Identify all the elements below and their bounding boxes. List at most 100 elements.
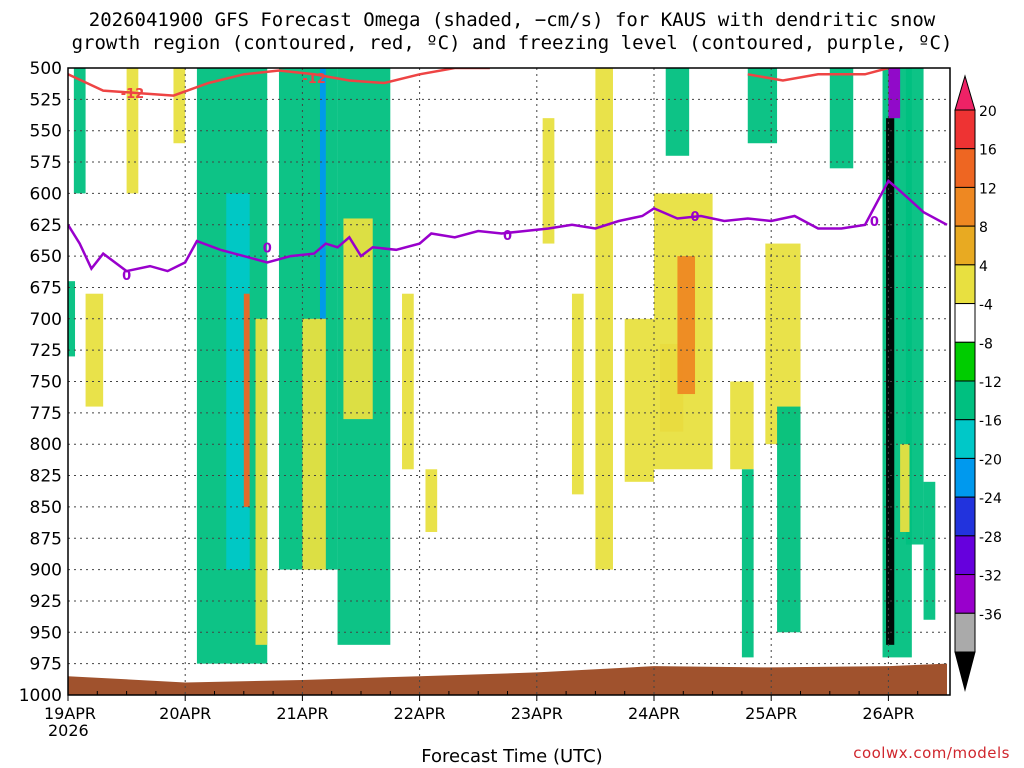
omega-region-23 bbox=[665, 68, 690, 156]
colorbar-label--4: -4 bbox=[979, 298, 993, 314]
y-tick-label-725: 725 bbox=[30, 341, 62, 361]
x-tick-label-23APR: 23APR bbox=[511, 704, 563, 723]
colorbar-box-2 bbox=[954, 186, 976, 227]
freezing-level-label-0: 0 bbox=[122, 269, 131, 284]
site-credit: coolwx.com/models bbox=[853, 744, 1010, 762]
y-tick-label-600: 600 bbox=[30, 184, 62, 204]
omega-region-35 bbox=[923, 481, 936, 620]
omega-region-2 bbox=[85, 293, 104, 407]
dgz-label-0: -12 bbox=[121, 87, 145, 102]
colorbar-box-8 bbox=[954, 419, 976, 459]
colorbar-label--12: -12 bbox=[979, 375, 1002, 391]
y-tick-label-650: 650 bbox=[30, 247, 62, 267]
y-tick-label-875: 875 bbox=[30, 529, 62, 549]
omega-region-0 bbox=[126, 68, 139, 194]
colorbar-box-6 bbox=[954, 341, 976, 382]
colorbar-box-7 bbox=[954, 380, 976, 421]
omega-region-15 bbox=[425, 469, 438, 532]
y-tick-label-975: 975 bbox=[30, 655, 62, 675]
omega-region-32 bbox=[888, 68, 901, 119]
y-tick-label-775: 775 bbox=[30, 404, 62, 424]
colorbar-label--36: -36 bbox=[979, 607, 1002, 623]
freezing-level-label-1: 0 bbox=[263, 241, 272, 256]
colorbar-box-9 bbox=[954, 457, 976, 498]
x-tick-year-label: 2026 bbox=[48, 721, 89, 740]
colorbar-label-4: 4 bbox=[979, 259, 988, 275]
omega-region-16 bbox=[542, 118, 555, 244]
omega-region-29 bbox=[829, 68, 854, 169]
colorbar-box-12 bbox=[954, 574, 976, 614]
x-axis-label: Forecast Time (UTC) bbox=[421, 746, 603, 767]
y-tick-label-525: 525 bbox=[30, 90, 62, 110]
freezing-level-label-4: 0 bbox=[870, 215, 879, 230]
chart-title-line1: 2026041900 GFS Forecast Omega (shaded, −… bbox=[88, 9, 936, 31]
y-tick-label-850: 850 bbox=[30, 498, 62, 518]
x-tick-label-19APR: 19APR bbox=[44, 704, 96, 723]
colorbar-box-1 bbox=[954, 148, 976, 188]
omega-region-27 bbox=[741, 469, 754, 658]
colorbar-label--16: -16 bbox=[979, 414, 1002, 430]
omega-region-34 bbox=[900, 444, 910, 532]
x-tick-label-21APR: 21APR bbox=[276, 704, 328, 723]
omega-region-1 bbox=[73, 68, 86, 194]
colorbar-box-13 bbox=[954, 612, 976, 653]
colorbar-bottom-arrow bbox=[954, 651, 976, 692]
x-tick-label-26APR: 26APR bbox=[862, 704, 914, 723]
freezing-level-label-3: 0 bbox=[690, 210, 699, 225]
y-tick-label-825: 825 bbox=[30, 467, 62, 487]
colorbar-label-8: 8 bbox=[979, 220, 988, 236]
surface-terrain bbox=[68, 663, 947, 695]
freezing-level-label-2: 0 bbox=[503, 229, 512, 244]
omega-region-14 bbox=[402, 293, 414, 470]
dgz-minus12-contour-late bbox=[747, 68, 889, 82]
omega-region-19 bbox=[624, 318, 654, 482]
colorbar-label--28: -28 bbox=[979, 530, 1002, 546]
colorbar-box-10 bbox=[954, 496, 976, 537]
freezing-level-contour bbox=[68, 178, 948, 273]
omega-region-33 bbox=[905, 68, 924, 545]
dgz-label-1: -12 bbox=[302, 72, 326, 87]
y-tick-label-1000: 1000 bbox=[19, 686, 62, 706]
omega-region-22 bbox=[677, 256, 696, 395]
plot-frame bbox=[67, 67, 951, 696]
y-tick-label-500: 500 bbox=[30, 59, 62, 79]
x-tick-label-24APR: 24APR bbox=[628, 704, 680, 723]
y-tick-label-700: 700 bbox=[30, 310, 62, 330]
omega-region-17 bbox=[571, 293, 584, 495]
x-tick-label-22APR: 22APR bbox=[394, 704, 446, 723]
omega-region-7 bbox=[255, 318, 268, 645]
y-tick-label-625: 625 bbox=[30, 216, 62, 236]
y-tick-label-950: 950 bbox=[30, 623, 62, 643]
omega-region-18 bbox=[595, 68, 613, 570]
omega-region-8 bbox=[243, 293, 250, 507]
chart-title-line2: growth region (contoured, red, ºC) and f… bbox=[71, 32, 953, 54]
y-tick-label-575: 575 bbox=[30, 153, 62, 173]
y-tick-label-675: 675 bbox=[30, 278, 62, 298]
colorbar-label--8: -8 bbox=[979, 336, 993, 352]
omega-region-3 bbox=[68, 281, 76, 357]
colorbar-top-arrow bbox=[954, 74, 976, 111]
omega-region-10 bbox=[319, 68, 326, 319]
colorbar-box-0 bbox=[954, 109, 976, 150]
colorbar-label-12: 12 bbox=[979, 181, 997, 197]
x-tick-label-20APR: 20APR bbox=[159, 704, 211, 723]
colorbar-box-3 bbox=[954, 225, 976, 266]
omega-region-4 bbox=[173, 68, 186, 144]
x-tick-label-25APR: 25APR bbox=[745, 704, 797, 723]
colorbar-label-20: 20 bbox=[979, 104, 997, 120]
y-tick-label-750: 750 bbox=[30, 373, 62, 393]
colorbar-box-4 bbox=[954, 264, 976, 305]
dgz-minus12-contour bbox=[68, 68, 490, 97]
colorbar-box-5 bbox=[954, 303, 976, 343]
y-tick-label-900: 900 bbox=[30, 561, 62, 581]
y-tick-label-800: 800 bbox=[30, 435, 62, 455]
y-tick-label-550: 550 bbox=[30, 122, 62, 142]
y-tick-label-925: 925 bbox=[30, 592, 62, 612]
colorbar-label--24: -24 bbox=[979, 491, 1002, 507]
colorbar-box-11 bbox=[954, 535, 976, 576]
colorbar-label--20: -20 bbox=[979, 452, 1002, 468]
omega-region-28 bbox=[777, 406, 801, 633]
colorbar-label-16: 16 bbox=[979, 143, 997, 159]
omega-region-24 bbox=[730, 381, 754, 470]
